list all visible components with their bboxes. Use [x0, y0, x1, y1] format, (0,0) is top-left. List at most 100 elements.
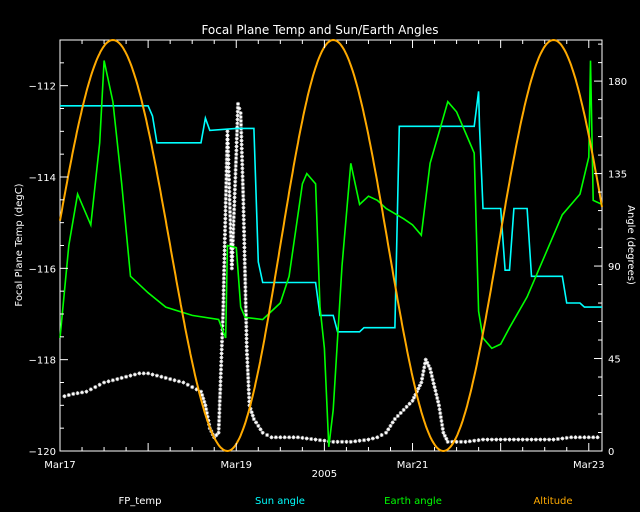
- fp-temp-point: [240, 170, 245, 175]
- x-tick-label: Mar23: [573, 460, 605, 471]
- fp-temp-point: [244, 348, 249, 353]
- fp-temp-point: [238, 118, 243, 123]
- fp-temp-point: [416, 386, 421, 391]
- fp-temp-point: [232, 191, 237, 196]
- fp-temp-point: [440, 426, 445, 431]
- fp-temp-point: [194, 387, 199, 392]
- fp-temp-point: [348, 439, 353, 444]
- fp-temp-point: [246, 391, 251, 396]
- fp-temp-point: [244, 312, 249, 317]
- series-sun-angle: [60, 91, 602, 333]
- fp-temp-point: [234, 136, 239, 141]
- fp-temp-point: [232, 199, 237, 204]
- fp-temp-point: [411, 395, 416, 400]
- fp-temp-point: [240, 162, 245, 167]
- fp-temp-point: [88, 387, 93, 392]
- fp-temp-point: [591, 435, 596, 440]
- fp-temp-point: [240, 174, 245, 179]
- fp-temp-point: [335, 439, 340, 444]
- fp-temp-point: [423, 357, 428, 362]
- fp-temp-point: [223, 224, 228, 229]
- fp-temp-point: [404, 404, 409, 409]
- fp-temp-point: [75, 391, 80, 396]
- fp-temp-point: [242, 249, 247, 254]
- fp-temp-point: [246, 383, 251, 388]
- fp-temp-point: [219, 363, 224, 368]
- fp-temp-point: [219, 351, 224, 356]
- fp-temp-point: [233, 175, 238, 180]
- fp-temp-point: [223, 220, 228, 225]
- fp-temp-point: [110, 378, 115, 383]
- fp-temp-point: [227, 193, 232, 198]
- fp-temp-point: [202, 399, 207, 404]
- fp-temp-point: [246, 375, 251, 380]
- fp-temp-point: [204, 407, 209, 412]
- fp-temp-point: [547, 437, 552, 442]
- fp-temp-point: [248, 406, 253, 411]
- legend-entry-fp-temp: FP_temp: [119, 496, 162, 507]
- fp-temp-point: [241, 221, 246, 226]
- fp-temp-point: [291, 435, 296, 440]
- fp-temp-point: [172, 378, 177, 383]
- fp-temp-point: [331, 439, 336, 444]
- fp-temp-point: [230, 254, 235, 259]
- fp-temp-point: [227, 189, 232, 194]
- fp-temp-point: [223, 212, 228, 217]
- series-altitude: [59, 38, 603, 453]
- fp-temp-point: [245, 372, 250, 377]
- fp-temp-point: [221, 284, 226, 289]
- fp-temp-point: [224, 169, 229, 174]
- fp-temp-point: [419, 380, 424, 385]
- fp-temp-point: [239, 138, 244, 143]
- fp-temp-point: [222, 256, 227, 261]
- fp-temp-point: [222, 248, 227, 253]
- fp-temp-point: [128, 373, 133, 378]
- fp-temp-point: [384, 430, 389, 435]
- fp-temp-point: [221, 288, 226, 293]
- fp-temp-point: [231, 226, 236, 231]
- right-tick-label: 180: [608, 77, 627, 88]
- fp-temp-point: [344, 439, 349, 444]
- fp-temp-point: [498, 437, 503, 442]
- fp-temp-point: [233, 183, 238, 188]
- fp-temp-point: [224, 157, 229, 162]
- fp-temp-point: [240, 186, 245, 191]
- fp-temp-point: [217, 410, 222, 415]
- fp-temp-point: [218, 387, 223, 392]
- fp-temp-point: [429, 370, 434, 375]
- fp-temp-point: [217, 418, 222, 423]
- fp-temp-point: [445, 439, 450, 444]
- fp-temp-point: [220, 331, 225, 336]
- fp-temp-point: [168, 377, 173, 382]
- fp-temp-point: [224, 184, 229, 189]
- fp-temp-point: [236, 101, 241, 106]
- fp-temp-point: [243, 296, 248, 301]
- fp-temp-point: [204, 410, 209, 415]
- fp-temp-point: [216, 422, 221, 427]
- fp-temp-point: [434, 392, 439, 397]
- fp-temp-point: [241, 189, 246, 194]
- fp-temp-point: [233, 179, 238, 184]
- fp-temp-point: [84, 389, 89, 394]
- x-tick-label: Mar21: [397, 460, 429, 471]
- fp-temp-point: [233, 171, 238, 176]
- fp-temp-point: [242, 261, 247, 266]
- fp-temp-point: [239, 134, 244, 139]
- fp-temp-point: [458, 439, 463, 444]
- fp-temp-point: [230, 238, 235, 243]
- right-tick-label: 0: [608, 447, 614, 458]
- fp-temp-point: [239, 146, 244, 151]
- fp-temp-point: [438, 415, 443, 420]
- fp-temp-point: [224, 180, 229, 185]
- fp-temp-point: [426, 363, 431, 368]
- fp-temp-point: [221, 276, 226, 281]
- fp-temp-point: [439, 418, 444, 423]
- fp-temp-point: [227, 185, 232, 190]
- fp-temp-point: [525, 437, 530, 442]
- fp-temp-point: [245, 360, 250, 365]
- x-tick-label: Mar19: [220, 460, 252, 471]
- fp-temp-point: [481, 437, 486, 442]
- fp-temp-point: [250, 413, 255, 418]
- fp-temp-point: [507, 437, 512, 442]
- fp-temp-point: [244, 340, 249, 345]
